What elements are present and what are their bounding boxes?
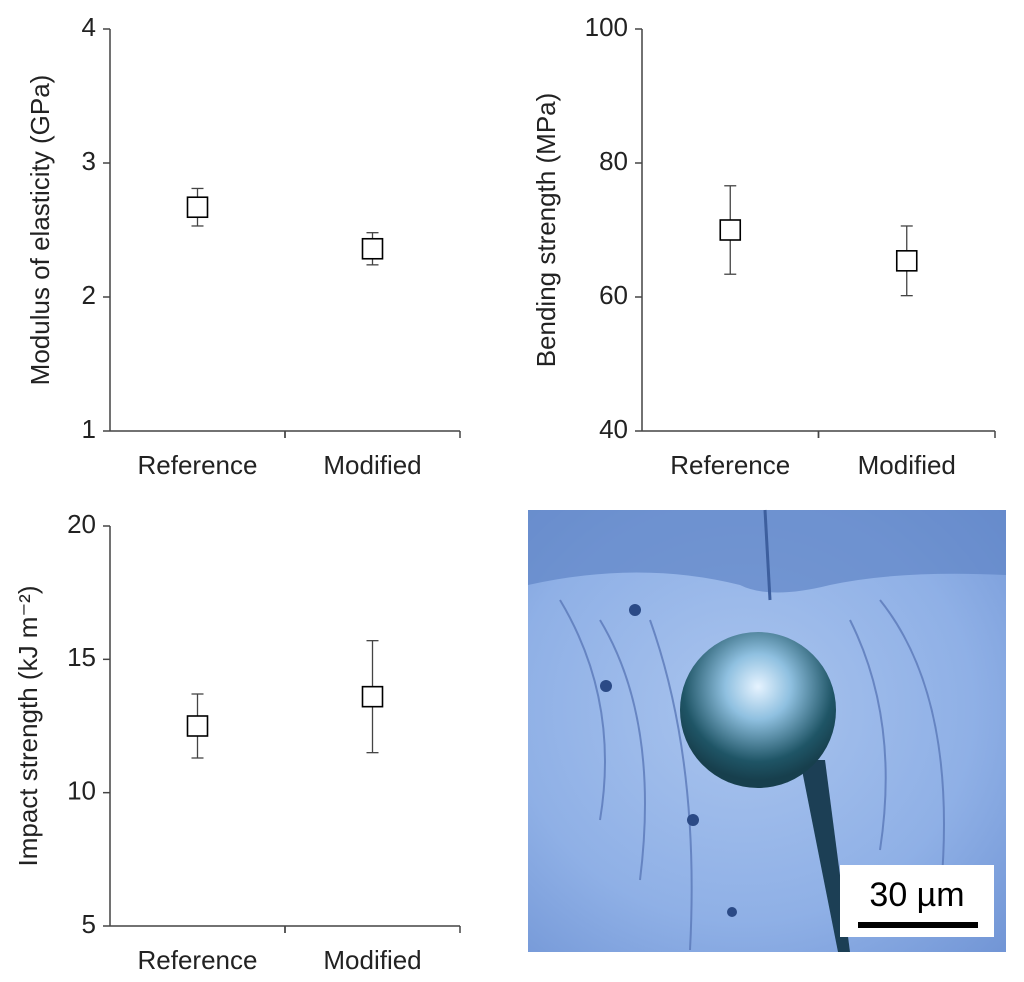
y-tick-label: 10 — [67, 776, 96, 806]
x-tick-label: Modified — [323, 450, 421, 480]
y-tick-label: 100 — [585, 12, 628, 42]
scale-label: 30 µm — [869, 876, 964, 914]
x-tick-label: Modified — [323, 945, 421, 975]
y-tick-label: 3 — [82, 146, 96, 176]
y-tick-label: 20 — [67, 509, 96, 539]
x-tick-label: Reference — [670, 450, 790, 480]
marker — [895, 250, 918, 272]
y-tick-label: 5 — [82, 909, 96, 939]
y-tick-label: 40 — [599, 414, 628, 444]
marker — [719, 219, 742, 241]
y-axis-label: Bending strength (MPa) — [531, 93, 561, 368]
marker — [361, 237, 384, 260]
x-tick-label: Modified — [858, 450, 956, 480]
y-tick-label: 4 — [82, 12, 96, 42]
y-tick-label: 15 — [67, 642, 96, 672]
y-tick-label: 1 — [82, 414, 96, 444]
x-tick-label: Reference — [138, 450, 258, 480]
y-axis-label: Impact strength (kJ m⁻²) — [13, 586, 43, 867]
marker — [186, 715, 209, 737]
marker — [186, 196, 209, 219]
y-tick-label: 2 — [82, 280, 96, 310]
y-tick-label: 80 — [599, 146, 628, 176]
marker — [361, 685, 384, 708]
y-tick-label: 60 — [599, 280, 628, 310]
micrograph: 30 µm — [528, 509, 1006, 952]
y-axis-label: Modulus of elasticity (GPa) — [25, 75, 55, 386]
x-tick-label: Reference — [138, 945, 258, 975]
